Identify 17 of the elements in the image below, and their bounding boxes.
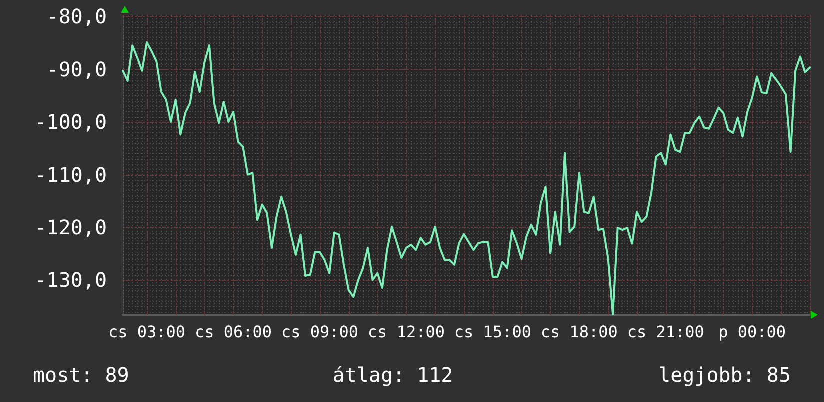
x-tick-label: cs 21:00	[627, 322, 704, 342]
x-tick-label: cs 09:00	[281, 322, 359, 342]
x-tick-label: cs 15:00	[454, 322, 532, 342]
text: legjobb: 85	[658, 363, 791, 387]
y-tick-label: -100,0	[34, 110, 107, 134]
x-tick-label: p 00:00	[718, 322, 786, 342]
x-tick-label: cs 03:00	[108, 322, 186, 342]
y-tick-label: -90,0	[46, 57, 107, 82]
text: átlag: 112	[332, 363, 454, 387]
y-tick-label: -80,0	[46, 4, 107, 29]
y-tick-label: -120,0	[34, 215, 107, 240]
y-tick-label: -110,0	[34, 162, 107, 187]
text: most: 89	[33, 363, 130, 387]
x-tick-label: cs 06:00	[194, 322, 272, 342]
x-tick-label: cs 12:00	[368, 322, 445, 342]
y-tick-label: -130,0	[34, 268, 107, 292]
x-tick-label: cs 18:00	[540, 322, 618, 342]
